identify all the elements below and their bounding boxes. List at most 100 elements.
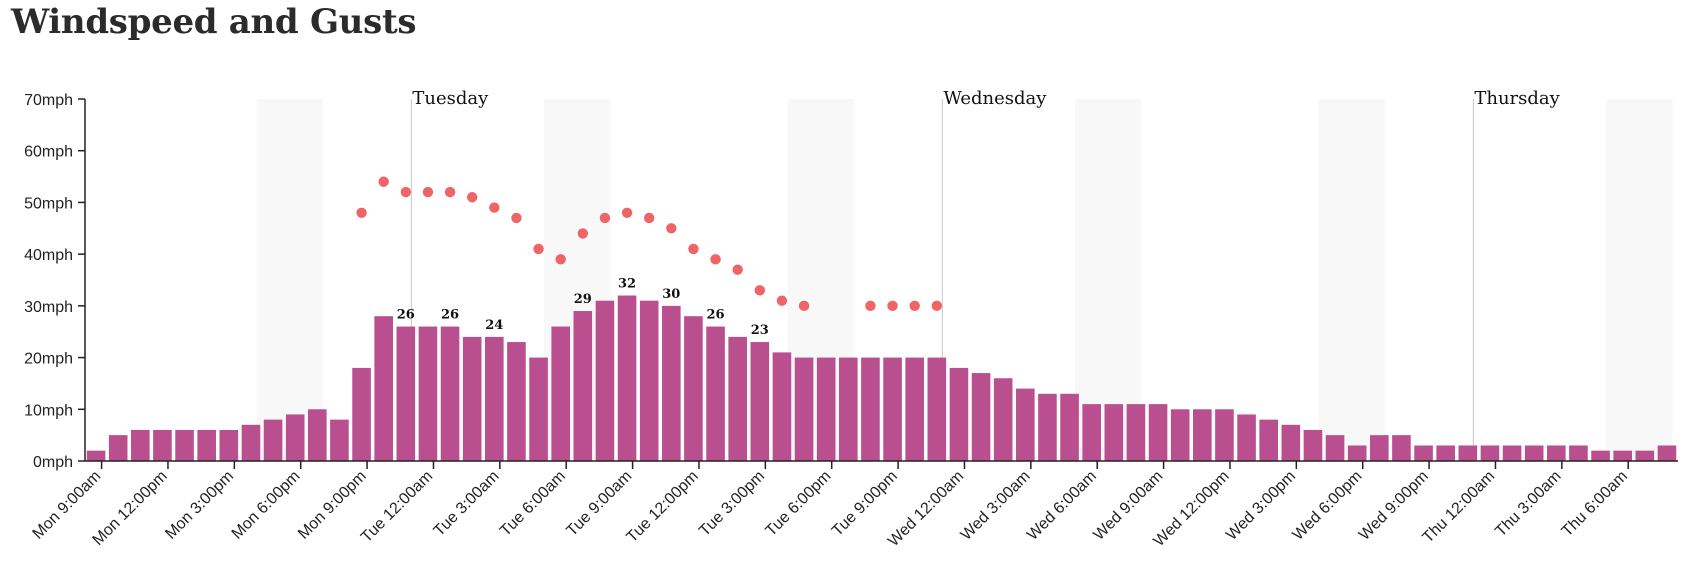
y-tick-label: 30mph [24, 299, 73, 316]
wind-bar [462, 336, 482, 461]
wind-bar [662, 305, 681, 461]
wind-bar [728, 336, 747, 461]
wind-bar [794, 357, 814, 461]
bar-value-label: 32 [618, 277, 636, 292]
x-tick-label: Thu 6:00am [1559, 468, 1631, 540]
wind-bar [440, 326, 460, 461]
bar-value-label: 26 [441, 308, 459, 323]
gust-point [931, 300, 943, 312]
wind-bar [507, 342, 526, 461]
wind-bar [86, 450, 106, 461]
wind-bar [1414, 445, 1433, 461]
gust-point [732, 264, 743, 275]
wind-bar [131, 429, 150, 461]
wind-bar [263, 419, 283, 461]
x-tick-label: Mon 3:00pm [162, 468, 237, 543]
night-band [256, 99, 323, 461]
wind-bar [1148, 404, 1168, 461]
gust-point [887, 300, 898, 312]
x-tick-label: Tue 9:00pm [829, 468, 901, 540]
wind-bar [529, 357, 548, 461]
gust-point [776, 295, 788, 306]
wind-bar [993, 378, 1013, 461]
wind-bar [374, 316, 393, 461]
wind-bar [1635, 450, 1655, 461]
wind-bar [706, 326, 725, 461]
wind-bar [1436, 445, 1455, 461]
y-tick-label: 10mph [24, 402, 73, 419]
wind-bar [1303, 429, 1323, 461]
gust-point [533, 243, 544, 255]
day-label: Tuesday [412, 88, 489, 109]
wind-bar [396, 326, 416, 461]
wind-bar [1613, 450, 1632, 461]
x-tick-label: Mon 9:00pm [295, 468, 370, 543]
wind-bar [684, 316, 703, 461]
wind-bar [1237, 414, 1256, 461]
wind-bar [241, 424, 261, 461]
wind-bar [816, 357, 836, 461]
wind-bar [573, 311, 593, 461]
wind-bar [308, 409, 327, 461]
wind-bar [1458, 445, 1478, 461]
wind-bar [1193, 409, 1212, 461]
wind-bar [418, 326, 438, 461]
bar-value-label: 24 [485, 318, 503, 333]
gust-point [643, 212, 655, 224]
wind-bar [1370, 435, 1389, 461]
gust-point [865, 300, 876, 312]
wind-bar [175, 429, 194, 461]
bar-value-label: 26 [397, 308, 415, 323]
y-tick-label: 20mph [24, 351, 73, 368]
gust-point [599, 212, 611, 224]
gust-point [555, 254, 566, 265]
gust-point [710, 254, 721, 265]
wind-bar [772, 352, 792, 461]
x-tick-label: Wed 3:00am [958, 468, 1034, 544]
windspeed-bars [86, 295, 1677, 461]
wind-bar [1547, 445, 1566, 461]
bar-value-label: 23 [751, 323, 769, 338]
wind-bar [1347, 445, 1367, 461]
gust-point [798, 300, 810, 312]
wind-bar [485, 336, 504, 461]
gust-point [754, 285, 766, 296]
wind-bar [1170, 409, 1190, 461]
wind-bar [1502, 445, 1522, 461]
wind-bar [595, 300, 615, 461]
wind-bar [1591, 450, 1610, 461]
wind-bar [617, 295, 637, 461]
day-label: Thursday [1474, 88, 1560, 109]
night-band [1318, 99, 1385, 461]
x-tick-label: Mon 9:00am [30, 468, 105, 543]
wind-bar [1524, 445, 1544, 461]
wind-bar [750, 342, 770, 461]
wind-bar [905, 357, 924, 461]
bar-value-label: 30 [662, 287, 680, 302]
wind-bar [927, 357, 947, 461]
night-band [1606, 99, 1673, 461]
wind-bar [551, 326, 570, 461]
gust-point [909, 300, 920, 312]
x-tick-label: Tue 12:00am [358, 468, 436, 546]
x-tick-label: Wed 6:00am [1024, 468, 1100, 544]
wind-bar [1392, 435, 1411, 461]
x-tick-label: Thu 3:00am [1492, 468, 1564, 540]
wind-bar [1126, 404, 1146, 461]
wind-bar [1104, 404, 1124, 461]
wind-bar [219, 429, 239, 461]
x-tick-label: Tue 9:00am [563, 468, 635, 540]
wind-bar [1657, 445, 1677, 461]
wind-bar [971, 373, 991, 461]
wind-bar [197, 429, 216, 461]
gust-point [400, 186, 412, 198]
wind-bar [108, 435, 128, 461]
wind-bar [285, 414, 305, 461]
gust-point [422, 186, 434, 198]
gust-point [356, 207, 367, 218]
y-tick-label: 60mph [24, 144, 73, 161]
wind-bar [639, 300, 659, 461]
wind-bar [1569, 445, 1588, 461]
day-label: Wednesday [943, 88, 1047, 109]
wind-bar [861, 357, 880, 461]
